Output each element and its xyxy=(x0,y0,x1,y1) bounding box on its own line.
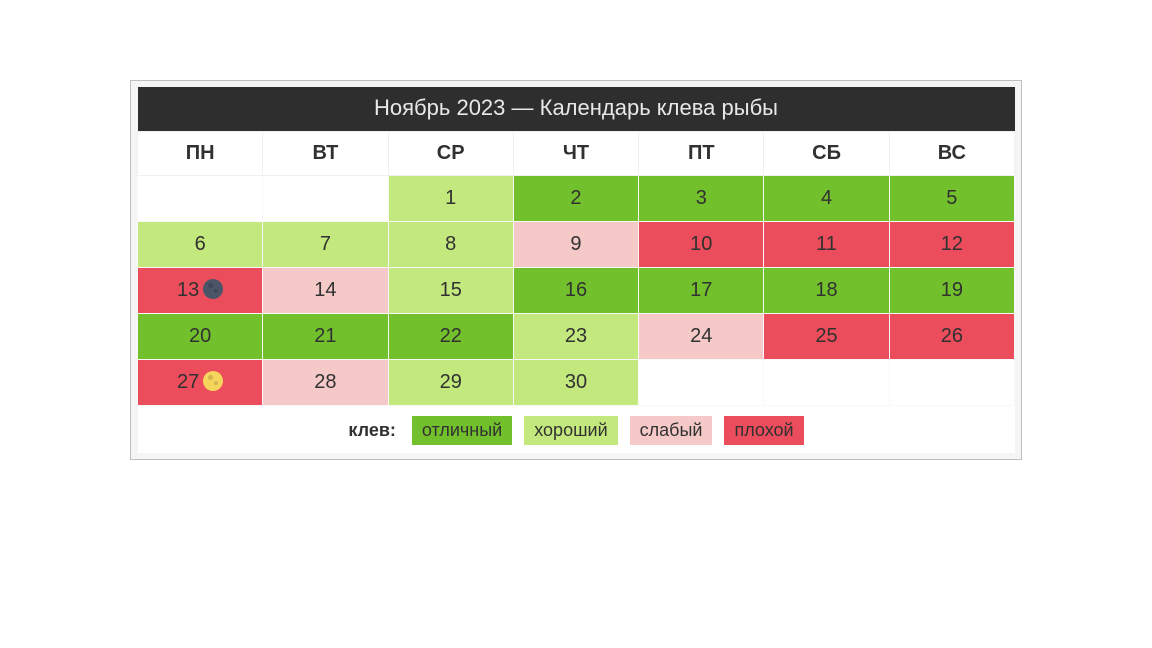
calendar-day-cell[interactable]: 7 xyxy=(263,222,388,268)
calendar-day-cell[interactable]: 6 xyxy=(138,222,263,268)
calendar-day-cell[interactable]: 24 xyxy=(639,314,764,360)
weekday-header: ЧТ xyxy=(513,132,638,176)
day-number: 11 xyxy=(816,233,837,255)
weekday-header: ВТ xyxy=(263,132,388,176)
legend-swatch-bad: плохой xyxy=(724,416,803,445)
calendar-week-row: 13 14 15 16 17 18 19 xyxy=(138,268,1015,314)
calendar-week-row: 6 7 8 9 10 11 12 xyxy=(138,222,1015,268)
day-number: 24 xyxy=(690,325,712,347)
calendar-day-cell[interactable]: 22 xyxy=(388,314,513,360)
calendar-day-cell[interactable]: 14 xyxy=(263,268,388,314)
day-number: 8 xyxy=(445,233,456,255)
day-number: 28 xyxy=(314,371,336,393)
calendar-day-cell[interactable]: 26 xyxy=(889,314,1014,360)
calendar-day-cell[interactable]: 25 xyxy=(764,314,889,360)
calendar-day-cell[interactable]: 29 xyxy=(388,360,513,406)
full-moon-icon xyxy=(203,371,223,391)
day-number: 20 xyxy=(189,325,211,347)
day-number: 23 xyxy=(565,325,587,347)
calendar-day-cell[interactable]: 20 xyxy=(138,314,263,360)
calendar-week-row: 1 2 3 4 5 xyxy=(138,176,1015,222)
weekday-header: СР xyxy=(388,132,513,176)
calendar-day-cell[interactable]: 18 xyxy=(764,268,889,314)
calendar-day-cell[interactable]: 28 xyxy=(263,360,388,406)
day-number: 25 xyxy=(815,325,837,347)
day-number: 10 xyxy=(690,233,712,255)
calendar-empty-cell xyxy=(138,176,263,222)
calendar-empty-cell xyxy=(889,360,1014,406)
day-number: 21 xyxy=(314,325,336,347)
calendar-day-cell[interactable]: 3 xyxy=(639,176,764,222)
legend-swatch-good: хороший xyxy=(524,416,617,445)
legend: клев: отличный хороший слабый плохой xyxy=(138,406,1015,454)
day-number: 5 xyxy=(946,187,957,209)
day-number: 1 xyxy=(445,187,456,209)
calendar-title: Ноябрь 2023 — Календарь клева рыбы xyxy=(138,87,1015,132)
calendar-day-cell[interactable]: 2 xyxy=(513,176,638,222)
legend-swatch-weak: слабый xyxy=(630,416,713,445)
weekday-header: СБ xyxy=(764,132,889,176)
calendar-day-cell[interactable]: 8 xyxy=(388,222,513,268)
calendar-day-cell[interactable]: 13 xyxy=(138,268,263,314)
weekday-header: ПТ xyxy=(639,132,764,176)
day-number: 16 xyxy=(565,279,587,301)
day-number: 9 xyxy=(570,233,581,255)
calendar-day-cell[interactable]: 15 xyxy=(388,268,513,314)
calendar-day-cell[interactable]: 30 xyxy=(513,360,638,406)
day-number: 19 xyxy=(941,279,963,301)
calendar-day-cell[interactable]: 12 xyxy=(889,222,1014,268)
calendar-week-row: 20 21 22 23 24 25 26 xyxy=(138,314,1015,360)
weekday-header: ВС xyxy=(889,132,1014,176)
day-number: 13 xyxy=(177,279,199,301)
calendar-day-cell[interactable]: 5 xyxy=(889,176,1014,222)
calendar-week-row: 27 28 29 30 xyxy=(138,360,1015,406)
calendar-table: Ноябрь 2023 — Календарь клева рыбы ПНВТС… xyxy=(137,87,1015,453)
weekday-header: ПН xyxy=(138,132,263,176)
new-moon-icon xyxy=(203,279,223,299)
day-number: 22 xyxy=(440,325,462,347)
day-number: 6 xyxy=(195,233,206,255)
legend-swatch-excellent: отличный xyxy=(412,416,512,445)
fishing-calendar: Ноябрь 2023 — Календарь клева рыбы ПНВТС… xyxy=(130,80,1022,460)
calendar-day-cell[interactable]: 23 xyxy=(513,314,638,360)
calendar-day-cell[interactable]: 4 xyxy=(764,176,889,222)
day-number: 4 xyxy=(821,187,832,209)
calendar-day-cell[interactable]: 11 xyxy=(764,222,889,268)
calendar-empty-cell xyxy=(263,176,388,222)
calendar-day-cell[interactable]: 1 xyxy=(388,176,513,222)
legend-label: клев: xyxy=(348,420,396,441)
day-number: 26 xyxy=(941,325,963,347)
day-number: 7 xyxy=(320,233,331,255)
day-number: 30 xyxy=(565,371,587,393)
calendar-day-cell[interactable]: 9 xyxy=(513,222,638,268)
day-number: 2 xyxy=(570,187,581,209)
calendar-empty-cell xyxy=(764,360,889,406)
calendar-empty-cell xyxy=(639,360,764,406)
calendar-day-cell[interactable]: 27 xyxy=(138,360,263,406)
day-number: 18 xyxy=(815,279,837,301)
calendar-day-cell[interactable]: 16 xyxy=(513,268,638,314)
calendar-day-cell[interactable]: 10 xyxy=(639,222,764,268)
calendar-day-cell[interactable]: 21 xyxy=(263,314,388,360)
day-number: 15 xyxy=(440,279,462,301)
day-number: 17 xyxy=(690,279,712,301)
day-number: 29 xyxy=(440,371,462,393)
day-number: 3 xyxy=(696,187,707,209)
day-number: 12 xyxy=(941,233,963,255)
day-number: 14 xyxy=(314,279,336,301)
day-number: 27 xyxy=(177,371,199,393)
calendar-day-cell[interactable]: 19 xyxy=(889,268,1014,314)
calendar-day-cell[interactable]: 17 xyxy=(639,268,764,314)
